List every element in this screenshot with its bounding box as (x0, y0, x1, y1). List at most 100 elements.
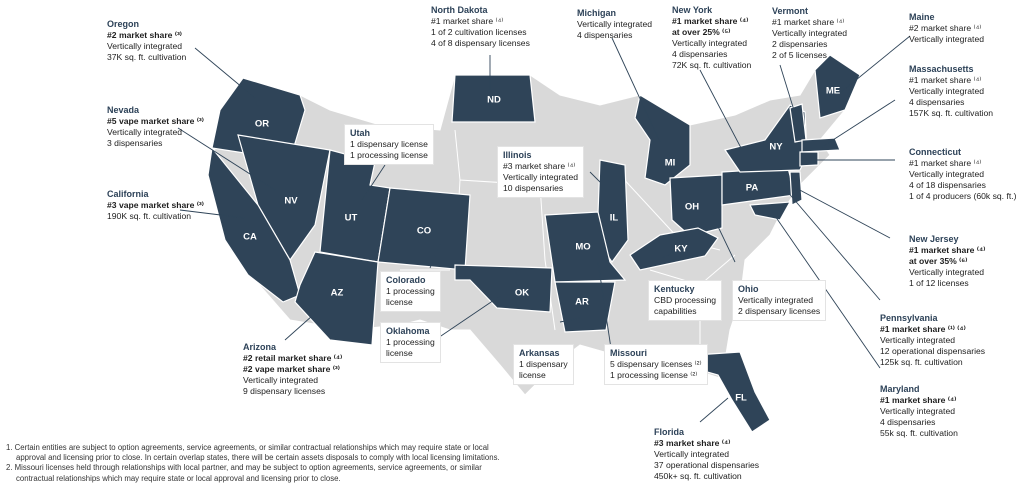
callout-florida: Florida #3 market share ⁽⁴⁾ Vertically int… (654, 427, 759, 482)
callout-line: 37K sq. ft. cultivation (107, 52, 187, 62)
callout-utah: Utah 1 dispensary license 1 processing lic… (345, 125, 433, 164)
callout-title: Arizona (243, 342, 277, 352)
state-label-il: IL (609, 212, 619, 224)
callout-line: 450k+ sq. ft. cultivation (654, 471, 742, 481)
state-az (294, 251, 379, 346)
callout-line: Vertically integrated (909, 34, 984, 44)
callout-line: 1 processing (386, 337, 435, 347)
callout-line: 2 of 5 licenses (772, 50, 827, 60)
callout-line: #1 market share ⁽⁴⁾ (772, 17, 845, 27)
callout-title: New York (672, 5, 713, 15)
callout-line: 55k sq. ft. cultivation (880, 428, 958, 438)
callout-title: Arkansas (519, 348, 560, 358)
callout-line: 4 of 8 dispensary licenses (431, 38, 530, 48)
callout-line: 2 dispensaries (772, 39, 828, 49)
state-label-nv: NV (284, 195, 298, 207)
callout-line: 10 dispensaries (503, 183, 564, 193)
callout-title: Pennsylvania (880, 313, 938, 323)
callout-line: 4 dispensaries (577, 30, 633, 40)
callout-title: Maryland (880, 384, 920, 394)
callout-highlight: at over 35% ⁽⁶⁾ (909, 256, 968, 266)
footnote-2: 2. Missouri licenses held through relati… (6, 463, 482, 483)
callout-line: Vertically integrated (107, 41, 182, 51)
callout-line: 157K sq. ft. cultivation (909, 108, 994, 118)
state-ky (629, 227, 719, 271)
state-label-mi: MI (664, 157, 676, 169)
callout-maryland: Maryland #1 market share ⁽⁴⁾ Vertically in… (880, 384, 958, 439)
callout-title: Nevada (107, 105, 140, 115)
state-label-ut: UT (344, 212, 358, 224)
callout-line: 1 processing (386, 286, 435, 296)
callout-title: Ohio (738, 284, 759, 294)
callout-line: 5 dispensary licenses ⁽²⁾ (610, 359, 702, 369)
callout-line: 9 dispensary licenses (243, 386, 326, 396)
state-label-fl: FL (735, 392, 747, 404)
callout-title: New Jersey (909, 234, 959, 244)
callout-oregon: Oregon #2 market share ⁽³⁾ Vertically inte… (107, 19, 186, 63)
state-label-co: CO (416, 225, 432, 237)
callout-highlight: #5 vape market share ⁽³⁾ (107, 116, 204, 126)
callout-line: license (386, 348, 413, 358)
callout-line: 1 dispensary (519, 359, 568, 369)
state-label-ok: OK (514, 287, 530, 299)
callout-title: Colorado (386, 275, 426, 285)
callout-new-york: New York #1 market share ⁽⁴⁾ at over 25% ⁽… (672, 5, 751, 71)
callout-title: Maine (909, 12, 935, 22)
callout-line: 4 of 18 dispensaries (909, 180, 986, 190)
callout-line: Vertically integrated (772, 28, 847, 38)
callout-illinois: Illinois #3 market share ⁽⁴⁾ Vertically in… (498, 147, 583, 197)
callout-highlight: at over 25% ⁽⁵⁾ (672, 27, 731, 37)
callout-kentucky: Kentucky CBD processing capabilities (649, 281, 722, 320)
callout-colorado: Colorado 1 processing license (381, 272, 440, 311)
callout-line: capabilities (654, 306, 697, 316)
callout-title: Michigan (577, 8, 617, 18)
callout-connecticut: Connecticut #1 market share ⁽⁴⁾ Vertically… (909, 147, 1016, 202)
state-label-az: AZ (330, 287, 344, 299)
callout-title: Utah (350, 128, 370, 138)
callout-highlight: #2 retail market share ⁽⁴⁾ (243, 353, 343, 363)
callout-line: #2 market share ⁽⁴⁾ (909, 23, 982, 33)
footnotes: 1. Certain entities are subject to optio… (6, 443, 516, 484)
callout-line: 37 operational dispensaries (654, 460, 760, 470)
callout-line: Vertically integrated (880, 335, 955, 345)
callout-line: Vertically integrated (880, 406, 955, 416)
leader-lines (177, 35, 911, 423)
callout-vermont: Vermont #1 market share ⁽⁴⁾ Vertically int… (772, 6, 847, 61)
callout-line: 12 operational dispensaries (880, 346, 986, 356)
callout-highlight: #3 vape market share ⁽³⁾ (107, 200, 204, 210)
state-label-mo: MO (575, 241, 591, 253)
callout-nevada: Nevada #5 vape market share ⁽³⁾ Vertically… (107, 105, 204, 149)
callout-california: California #3 vape market share ⁽³⁾ 190K s… (107, 189, 204, 222)
callout-arizona: Arizona #2 retail market share ⁽⁴⁾ #2 vape… (243, 342, 342, 397)
callout-line: 1 of 12 licenses (909, 278, 969, 288)
callout-line: license (386, 297, 413, 307)
callout-line: 125k sq. ft. cultivation (880, 357, 963, 367)
callout-line: 1 processing license ⁽²⁾ (610, 370, 698, 380)
state-mo (544, 211, 627, 283)
state-ct (799, 151, 819, 167)
callout-line: 2 dispensary licenses (738, 306, 821, 316)
callout-title: Florida (654, 427, 685, 437)
callout-line: Vertically integrated (672, 38, 747, 48)
callout-oklahoma: Oklahoma 1 processing license (381, 323, 440, 362)
callout-line: 3 dispensaries (107, 138, 163, 148)
callout-line: #3 market share ⁽⁴⁾ (503, 161, 576, 171)
callout-line: #1 market share ⁽⁴⁾ (431, 16, 504, 26)
callout-title: Missouri (610, 348, 648, 358)
callout-line: Vertically integrated (654, 449, 729, 459)
callout-line: Vertically integrated (577, 19, 652, 29)
callout-north-dakota: North Dakota #1 market share ⁽⁴⁾ 1 of 2 cu… (431, 5, 530, 49)
callout-maine: Maine #2 market share ⁽⁴⁾ Vertically integ… (909, 12, 984, 45)
callout-line: #1 market share ⁽⁴⁾ (909, 75, 982, 85)
callout-title: Vermont (772, 6, 809, 16)
callout-highlight: #1 market share ⁽⁴⁾ (909, 245, 986, 255)
state-label-nd: ND (487, 94, 501, 106)
state-label-ca: CA (243, 231, 257, 243)
callout-pennsylvania: Pennsylvania #1 market share ⁽¹⁾ ⁽⁴⁾ Verti… (880, 313, 985, 368)
callout-line: Vertically integrated (107, 127, 182, 137)
state-label-oh: OH (684, 201, 700, 213)
operating-states (207, 54, 861, 433)
state-label-ny: NY (769, 141, 783, 153)
state-nv (237, 134, 331, 262)
